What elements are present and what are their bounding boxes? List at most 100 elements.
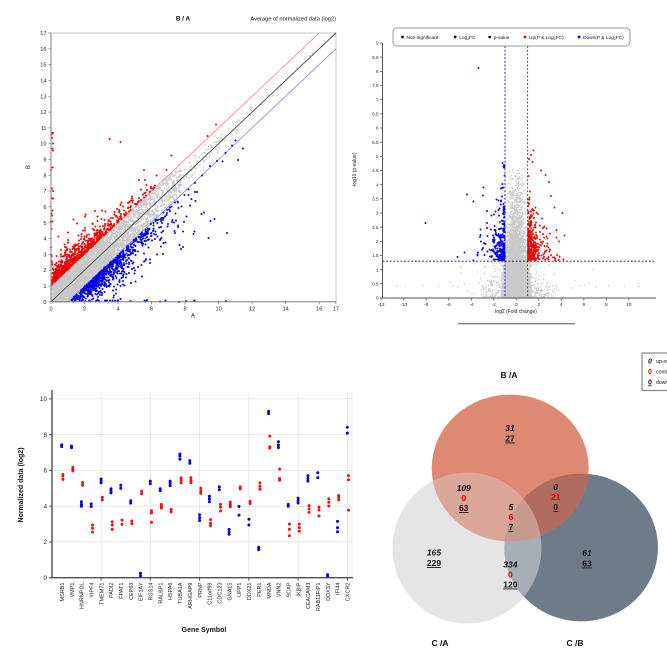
svg-text:2: 2 (376, 239, 379, 244)
svg-text:DDX21: DDX21 (247, 583, 253, 601)
svg-text:VNN2: VNN2 (277, 583, 283, 598)
svg-text:165: 165 (427, 548, 441, 558)
svg-text:1: 1 (43, 284, 46, 290)
svg-text:0: 0 (49, 307, 52, 313)
svg-text:-8: -8 (424, 302, 429, 307)
svg-text:Gene Symbol: Gene Symbol (182, 627, 227, 634)
svg-text:14: 14 (40, 79, 46, 85)
svg-text:TMEM71: TMEM71 (99, 583, 105, 605)
svg-text:3: 3 (376, 211, 379, 216)
svg-text:6: 6 (509, 512, 514, 522)
svg-text:PER1: PER1 (257, 583, 263, 597)
svg-text:B / A: B / A (176, 16, 191, 23)
svg-text:120: 120 (503, 580, 517, 590)
svg-text:8: 8 (43, 173, 46, 179)
svg-text:FPAT1: FPAT1 (119, 583, 125, 599)
svg-text:VMP1: VMP1 (70, 583, 76, 598)
svg-text:ARHGAP9: ARHGAP9 (188, 583, 194, 609)
svg-text:5.5: 5.5 (372, 140, 379, 145)
svg-text:8: 8 (43, 432, 47, 439)
svg-text:17: 17 (333, 307, 339, 313)
svg-text:C /A: C /A (432, 638, 449, 648)
svg-text:15: 15 (40, 63, 46, 69)
svg-text:17: 17 (40, 31, 46, 37)
svg-text:4.5: 4.5 (372, 168, 379, 173)
svg-text:Up(P & Log2FC): Up(P & Log2FC) (529, 35, 564, 41)
svg-text:-6: -6 (447, 302, 452, 307)
svg-text:6: 6 (43, 205, 46, 211)
svg-text:4: 4 (43, 503, 47, 510)
svg-text:12: 12 (249, 307, 255, 313)
svg-text:0: 0 (648, 369, 652, 376)
svg-text:8: 8 (184, 307, 187, 313)
svg-text:2: 2 (43, 539, 47, 546)
svg-text:2: 2 (43, 268, 46, 274)
svg-text:5: 5 (376, 154, 379, 159)
svg-text:CEACAM3: CEACAM3 (306, 583, 312, 610)
svg-text:Normalized data (log2): Normalized data (log2) (18, 447, 25, 522)
svg-text:0: 0 (648, 359, 652, 366)
svg-text:Average of normalized data (lo: Average of normalized data (log2) (250, 17, 336, 23)
svg-text:MNDA: MNDA (267, 582, 273, 599)
svg-text:5: 5 (509, 502, 514, 512)
svg-text:B /A: B /A (501, 370, 518, 380)
svg-text:4: 4 (43, 237, 46, 243)
svg-text:Down(P & Log2FC): Down(P & Log2FC) (583, 35, 624, 41)
svg-text:11: 11 (41, 126, 47, 132)
svg-text:2.5: 2.5 (372, 225, 379, 230)
svg-text:7.5: 7.5 (372, 83, 379, 88)
svg-text:10: 10 (40, 396, 48, 403)
svg-text:0: 0 (508, 570, 513, 580)
svg-text:9: 9 (376, 41, 379, 46)
svg-text:C /B: C /B (567, 638, 584, 648)
svg-text:7: 7 (509, 522, 514, 532)
svg-text:-4: -4 (469, 302, 474, 307)
svg-text:229: 229 (427, 558, 441, 568)
svg-text:4: 4 (116, 307, 119, 313)
svg-text:61: 61 (582, 548, 592, 558)
svg-text:HSPA6: HSPA6 (168, 583, 174, 601)
svg-text:14: 14 (282, 307, 288, 313)
svg-text:RGS14: RGS14 (149, 583, 155, 601)
svg-text:down-regulated: down-regulated (656, 380, 667, 386)
svg-text:-12: -12 (378, 302, 385, 307)
svg-text:GNA15: GNA15 (227, 583, 233, 601)
svg-text:10: 10 (626, 302, 632, 307)
svg-text:DDX3Y: DDX3Y (326, 582, 332, 601)
svg-text:-log10 (p-value): -log10 (p-value) (352, 152, 358, 187)
svg-text:A: A (191, 314, 195, 320)
svg-text:10: 10 (215, 307, 221, 313)
svg-text:12: 12 (40, 110, 46, 116)
svg-text:6: 6 (43, 468, 47, 475)
svg-text:0: 0 (43, 575, 47, 582)
svg-text:SCAP: SCAP (286, 582, 292, 597)
svg-text:Log2FC: Log2FC (459, 35, 476, 41)
svg-text:3: 3 (43, 252, 46, 258)
svg-text:6.5: 6.5 (372, 112, 379, 117)
svg-text:6: 6 (150, 307, 153, 313)
svg-text:CXCR2: CXCR2 (346, 583, 352, 602)
svg-text:CEP63: CEP63 (129, 583, 135, 600)
svg-text:-10: -10 (400, 302, 407, 307)
svg-text:C11orf98: C11orf98 (208, 583, 214, 605)
svg-text:21: 21 (551, 492, 561, 502)
svg-text:4: 4 (560, 302, 563, 307)
svg-text:UPP1: UPP1 (237, 583, 243, 597)
svg-text:0: 0 (376, 296, 379, 301)
svg-text:0: 0 (648, 380, 652, 387)
svg-text:PADI2: PADI2 (109, 583, 115, 599)
svg-text:YIPF4: YIPF4 (90, 583, 96, 598)
svg-text:Non-significant: Non-significant (407, 35, 439, 41)
svg-text:5: 5 (43, 221, 46, 227)
svg-text:1: 1 (376, 267, 379, 272)
svg-text:8: 8 (605, 302, 608, 307)
svg-text:8.5: 8.5 (372, 55, 379, 60)
svg-text:2: 2 (83, 307, 86, 313)
svg-text:IFI44: IFI44 (336, 583, 342, 596)
svg-text:10: 10 (40, 142, 46, 148)
svg-text:16: 16 (316, 307, 322, 313)
svg-text:p-value: p-value (494, 35, 510, 41)
svg-text:334: 334 (503, 560, 517, 570)
svg-text:27: 27 (505, 434, 515, 444)
svg-text:4: 4 (376, 182, 379, 187)
